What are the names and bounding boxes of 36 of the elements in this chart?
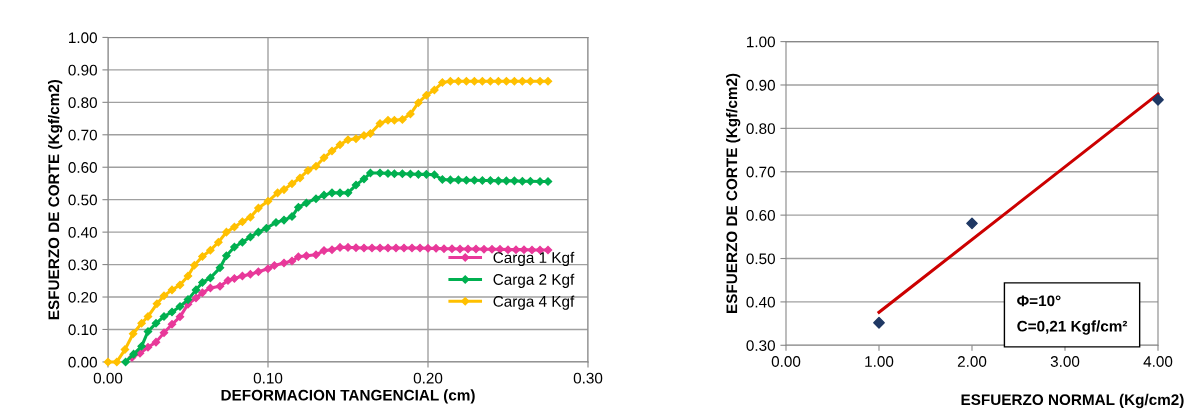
- x-tick-label: 0.20: [413, 372, 443, 384]
- x-tick-label: 0.00: [771, 356, 801, 367]
- y-tick-label: 1.00: [747, 36, 775, 48]
- legend-label: Carga 4 Kgf: [493, 295, 575, 310]
- y-tick-label: 0.40: [746, 296, 775, 308]
- y-tick-label: 0.60: [746, 210, 775, 221]
- x-tick-label: 2.00: [957, 356, 987, 367]
- y-tick-label: 0.70: [68, 129, 97, 141]
- x-axis-title: DEFORMACION TANGENCIAL (cm): [221, 389, 475, 404]
- x-tick-label: 0.30: [573, 372, 603, 384]
- y-axis-title: ESFUERZO DE CORTE (Kgf/cm2): [725, 73, 741, 313]
- y-tick-label: 0.90: [746, 79, 775, 91]
- y-tick-label: 0.50: [746, 253, 775, 265]
- annotation: Φ=10°: [1017, 295, 1061, 307]
- x-tick-label: 1.00: [865, 356, 894, 367]
- x-tick-label: 0.10: [253, 372, 283, 384]
- y-tick-label: 0.50: [68, 194, 97, 206]
- y-tick-label: 1.00: [69, 32, 97, 44]
- y-tick-label: 0.20: [68, 291, 97, 303]
- legend-label: Carga 2 Kgf: [493, 273, 575, 288]
- y-tick-label: 0.80: [68, 97, 97, 109]
- y-tick-label: 0.30: [68, 259, 97, 271]
- x-tick-label: 3.00: [1050, 356, 1080, 367]
- legend-label: Carga 1 Kgf: [493, 251, 575, 267]
- annotation: C=0,21 Kgf/cm²: [1017, 320, 1128, 335]
- y-axis-title: ESFUERZO DE CORTE (Kgf/cm2): [47, 79, 63, 320]
- x-tick-label: 0.00: [93, 372, 123, 384]
- x-tick-label: 4.00: [1143, 356, 1173, 367]
- x-axis-title: ESFUERZO NORMAL (Kg/cm2): [961, 393, 1184, 409]
- y-tick-label: 0.60: [68, 162, 97, 173]
- y-tick-label: 0.30: [746, 340, 775, 351]
- y-tick-label: 0.40: [68, 227, 97, 238]
- y-tick-label: 0.80: [746, 123, 775, 135]
- y-tick-label: 0.70: [746, 166, 775, 178]
- y-tick-label: 0.10: [68, 324, 97, 336]
- y-tick-label: 0.90: [68, 64, 97, 76]
